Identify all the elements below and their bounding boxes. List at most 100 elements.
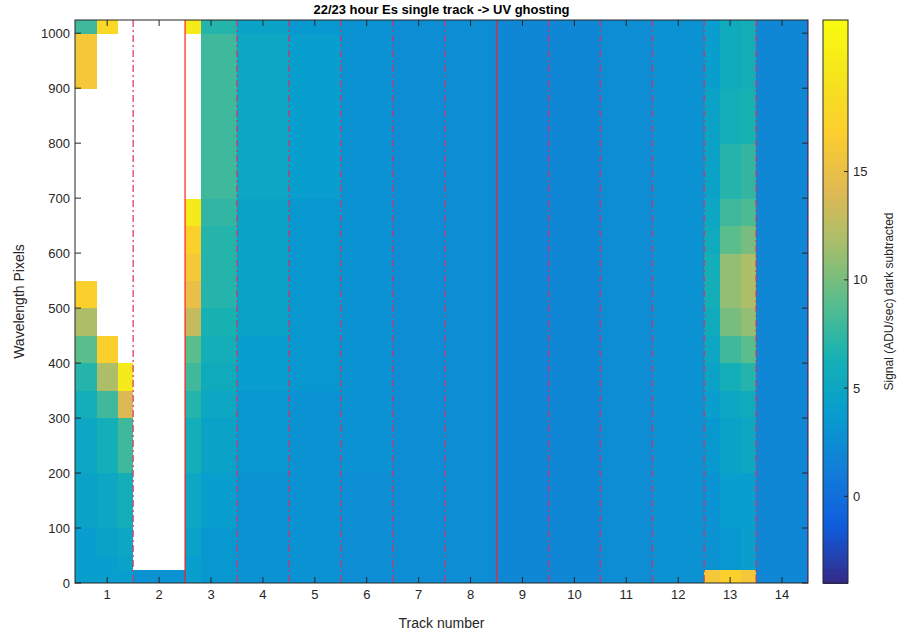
colorbar-segment: [823, 452, 848, 457]
colorbar-segment: [823, 423, 848, 428]
heat-cell: [237, 308, 289, 336]
colorbar-segment: [823, 513, 848, 518]
colorbar-segment: [823, 377, 848, 382]
colorbar-segment: [823, 353, 848, 358]
heat-cell: [756, 556, 808, 570]
y-tick: [802, 583, 808, 584]
heat-cell: [75, 198, 97, 226]
track-boundary: [444, 20, 445, 583]
heat-cell: [133, 391, 185, 419]
colorbar-segment: [823, 470, 848, 475]
x-axis-title: Track number: [399, 615, 485, 631]
heat-cell: [185, 473, 201, 528]
x-tick-label: 11: [620, 587, 634, 602]
heat-cell: [720, 281, 741, 309]
heat-cell: [97, 88, 118, 143]
heat-cell: [237, 20, 289, 34]
heat-cell: [185, 253, 201, 281]
heat-cell: [289, 253, 341, 281]
heat-cell: [741, 20, 757, 34]
heat-cell: [237, 281, 289, 309]
colorbar-tick: [844, 388, 848, 389]
x-tick: [159, 577, 160, 583]
heat-cell: [393, 253, 445, 281]
heat-cell: [341, 569, 393, 583]
heat-cell: [341, 198, 393, 226]
heat-cell: [118, 281, 134, 309]
heat-cell: [133, 418, 185, 473]
heat-cell: [756, 308, 808, 336]
heat-cell: [497, 308, 549, 336]
heat-cell: [75, 418, 97, 473]
heat-cell: [393, 391, 445, 419]
heat-cell: [704, 143, 720, 198]
heat-cell: [756, 473, 808, 528]
x-tick: [470, 20, 471, 26]
colorbar-segment: [823, 217, 848, 222]
heat-cell: [237, 336, 289, 364]
heat-cell: [341, 391, 393, 419]
heat-cell: [741, 226, 757, 254]
heat-cell: [600, 363, 652, 391]
x-tick: [678, 20, 679, 26]
heat-cell: [201, 336, 238, 364]
colorbar-segment: [823, 34, 848, 39]
heat-cell: [497, 336, 549, 364]
colorbar-tick-label: 10: [853, 272, 867, 287]
colorbar-segment: [823, 438, 848, 443]
heat-cell: [75, 473, 97, 528]
heat-cell: [133, 88, 185, 143]
heat-cell: [704, 281, 720, 309]
heat-cell: [289, 556, 341, 570]
heat-cell: [185, 391, 201, 419]
heat-cell: [97, 281, 118, 309]
colorbar-segment: [823, 62, 848, 67]
x-tick: [314, 577, 315, 583]
heat-cell: [548, 198, 600, 226]
heat-cell: [237, 226, 289, 254]
heat-cell: [201, 226, 238, 254]
heat-cell: [548, 88, 600, 143]
heat-cell: [185, 569, 201, 583]
heat-cell: [548, 391, 600, 419]
heat-cell: [741, 418, 757, 473]
heat-cell: [393, 336, 445, 364]
colorbar-segment: [823, 48, 848, 53]
heat-cell: [704, 363, 720, 391]
heat-cell: [548, 363, 600, 391]
x-tick: [522, 20, 523, 26]
heat-cell: [720, 473, 741, 528]
heat-cell: [445, 143, 497, 198]
heat-cell: [756, 336, 808, 364]
colorbar-segment: [823, 306, 848, 311]
heat-cell: [652, 473, 704, 528]
heat-cell: [704, 226, 720, 254]
heat-cell: [497, 226, 549, 254]
heat-cell: [201, 308, 238, 336]
heat-cell: [237, 88, 289, 143]
heat-cell: [118, 473, 134, 528]
heat-cell: [118, 391, 134, 419]
heat-cell: [720, 20, 741, 34]
title: 22/23 hour Es single track -> UV ghostin…: [313, 2, 569, 17]
heat-cell: [289, 281, 341, 309]
heat-cell: [75, 33, 97, 88]
heat-cell: [445, 418, 497, 473]
colorbar-segment: [823, 292, 848, 297]
colorbar-segment: [823, 133, 848, 138]
heat-cell: [393, 33, 445, 88]
heat-cell: [289, 569, 341, 583]
heat-cell: [548, 528, 600, 556]
colorbar-segment: [823, 480, 848, 485]
colorbar-segment: [823, 104, 848, 109]
heat-cell: [201, 253, 238, 281]
colorbar-segment: [823, 264, 848, 269]
heat-cell: [289, 363, 341, 391]
heat-cell: [600, 20, 652, 34]
y-tick: [802, 308, 808, 309]
heat-cell: [289, 143, 341, 198]
heat-cell: [289, 198, 341, 226]
track-boundary: [704, 20, 705, 583]
heat-cell: [133, 20, 185, 34]
heat-cell: [237, 253, 289, 281]
